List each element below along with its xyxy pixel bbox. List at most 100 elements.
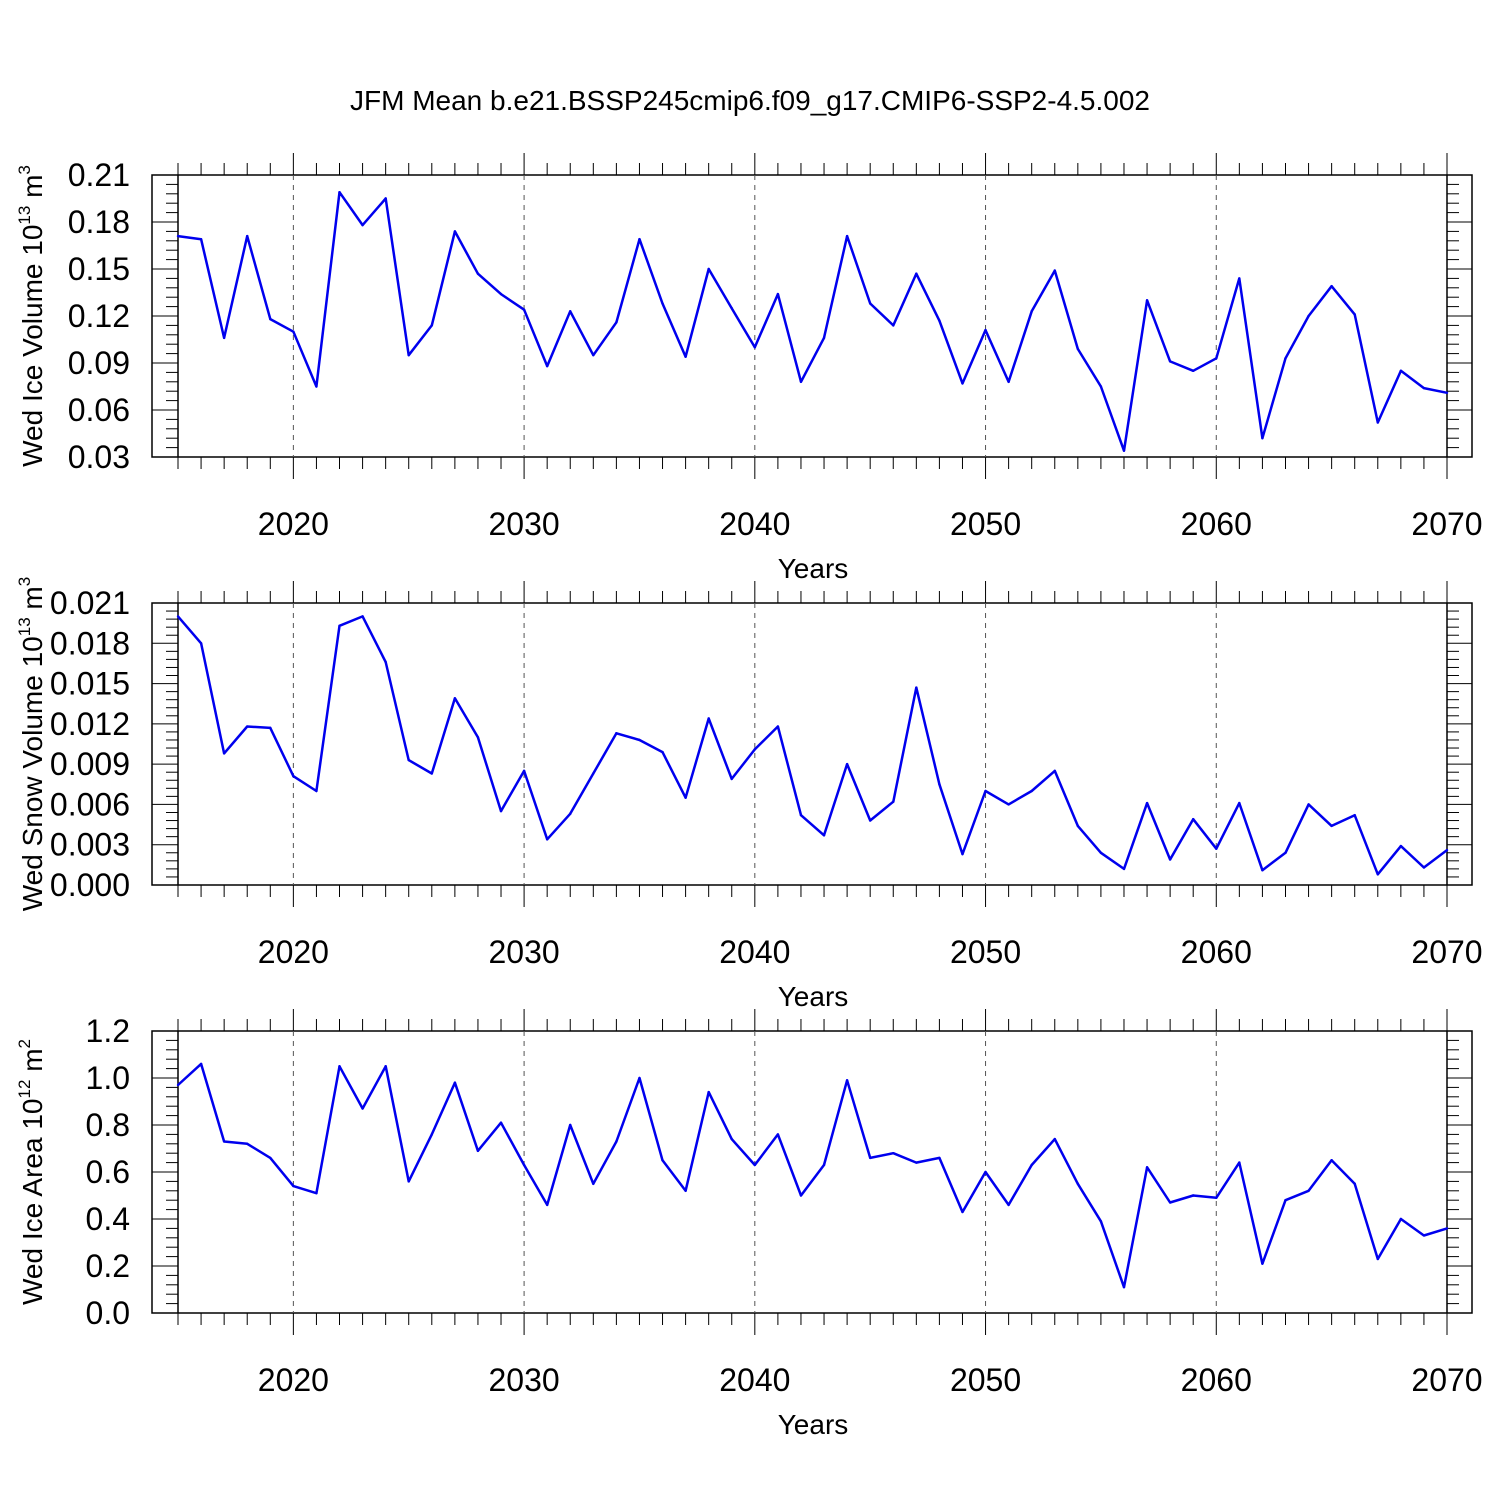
data-point xyxy=(476,272,480,275)
data-point xyxy=(545,838,549,841)
x-tick-label: 2040 xyxy=(719,1362,790,1398)
data-point xyxy=(1215,357,1218,360)
data-point xyxy=(222,752,226,755)
data-point xyxy=(246,1142,249,1146)
data-point xyxy=(315,385,318,388)
data-point xyxy=(1422,1234,1426,1237)
data-point xyxy=(1307,314,1310,318)
data-point xyxy=(1053,769,1056,773)
y-tick-label: 0.003 xyxy=(50,827,130,863)
y-tick-label: 0.15 xyxy=(68,251,130,287)
data-point xyxy=(1353,313,1356,316)
data-point xyxy=(799,813,803,817)
y-axis-label-unit-exponent: 2 xyxy=(15,1039,34,1048)
y-tick-label: 0.12 xyxy=(68,298,130,334)
data-point xyxy=(384,197,387,200)
data-point xyxy=(938,1156,941,1160)
data-point xyxy=(499,292,503,296)
data-point xyxy=(361,615,364,618)
data-point xyxy=(845,762,849,766)
data-point xyxy=(1261,869,1264,872)
data-point xyxy=(199,642,203,645)
y-tick-label: 0.18 xyxy=(68,204,130,240)
data-point xyxy=(453,1081,457,1084)
data-point xyxy=(892,324,895,327)
data-point xyxy=(1007,1203,1010,1207)
data-point xyxy=(615,1140,618,1143)
data-point xyxy=(1030,789,1033,793)
y-tick-label: 1.2 xyxy=(86,1013,130,1049)
data-point xyxy=(246,234,249,238)
data-point xyxy=(707,717,710,720)
chart-panel-3: 0.0 0.2 0.4 0.6 0.8 1.0 1.2 2020 2030 2040 2050 206… xyxy=(15,1009,1483,1440)
data-point xyxy=(384,660,387,664)
data-point xyxy=(1330,285,1333,288)
data-point xyxy=(707,267,710,271)
data-point xyxy=(1445,391,1449,394)
x-tick-label: 2070 xyxy=(1411,1362,1482,1398)
data-point xyxy=(1122,449,1126,452)
data-point xyxy=(569,1123,572,1127)
data-point xyxy=(753,346,757,349)
data-point xyxy=(776,725,780,728)
y-tick-label: 0.09 xyxy=(68,345,130,381)
data-point xyxy=(638,1076,641,1080)
y-axis-label-unit: m xyxy=(17,586,48,617)
data-point xyxy=(522,1163,526,1167)
data-point xyxy=(1353,1182,1356,1185)
data-point xyxy=(938,319,941,322)
data-point xyxy=(730,1137,733,1141)
x-tick-label: 2060 xyxy=(1181,934,1252,970)
data-point xyxy=(199,238,203,241)
plot-frame xyxy=(151,602,1473,886)
data-point xyxy=(1168,858,1172,861)
data-point xyxy=(984,1170,987,1174)
data-point xyxy=(1145,801,1149,805)
y-tick-label: 0.009 xyxy=(50,746,130,782)
data-point xyxy=(407,758,410,762)
data-point xyxy=(269,1156,272,1160)
data-point xyxy=(338,191,341,194)
data-point xyxy=(822,834,826,837)
y-tick-label: 0.6 xyxy=(86,1154,130,1190)
data-point xyxy=(892,800,895,803)
y-tick-label: 0.006 xyxy=(50,786,130,822)
x-axis-label: Years xyxy=(778,981,849,1012)
data-point xyxy=(1053,269,1056,272)
data-point xyxy=(661,1159,664,1162)
y-axis-label: Wed Ice Volume 1013 m3 xyxy=(15,165,48,467)
data-point xyxy=(569,812,572,816)
x-tick-label: 2030 xyxy=(488,506,559,542)
data-point xyxy=(1445,1227,1449,1230)
data-point xyxy=(430,772,433,775)
data-point xyxy=(569,310,572,313)
y-axis-label-text: Wed Ice Area 10 xyxy=(17,1099,48,1306)
data-point xyxy=(868,1156,872,1160)
data-point xyxy=(176,234,180,238)
data-point xyxy=(707,1090,710,1094)
y-tick-label: 0.021 xyxy=(50,585,130,621)
data-point xyxy=(1122,1285,1126,1289)
x-tick-label: 2030 xyxy=(488,934,559,970)
data-point xyxy=(1215,1196,1218,1200)
data-point xyxy=(176,615,180,618)
data-point xyxy=(1422,866,1426,869)
data-point xyxy=(592,772,595,775)
x-tick-label: 2050 xyxy=(950,1362,1021,1398)
data-point xyxy=(176,1083,180,1087)
data-point xyxy=(1261,1262,1264,1265)
y-tick-label: 0.21 xyxy=(68,157,130,193)
y-axis-label-unit-exponent: 3 xyxy=(15,165,34,174)
data-point xyxy=(938,783,941,786)
data-point xyxy=(1192,1194,1195,1197)
data-point xyxy=(1399,1217,1403,1221)
data-point xyxy=(522,308,526,311)
data-point xyxy=(961,1210,964,1214)
data-point xyxy=(292,330,295,333)
y-tick-label: 1.0 xyxy=(86,1060,130,1096)
x-tick-label: 2050 xyxy=(950,934,1021,970)
data-point xyxy=(753,748,757,751)
data-point xyxy=(868,302,872,305)
